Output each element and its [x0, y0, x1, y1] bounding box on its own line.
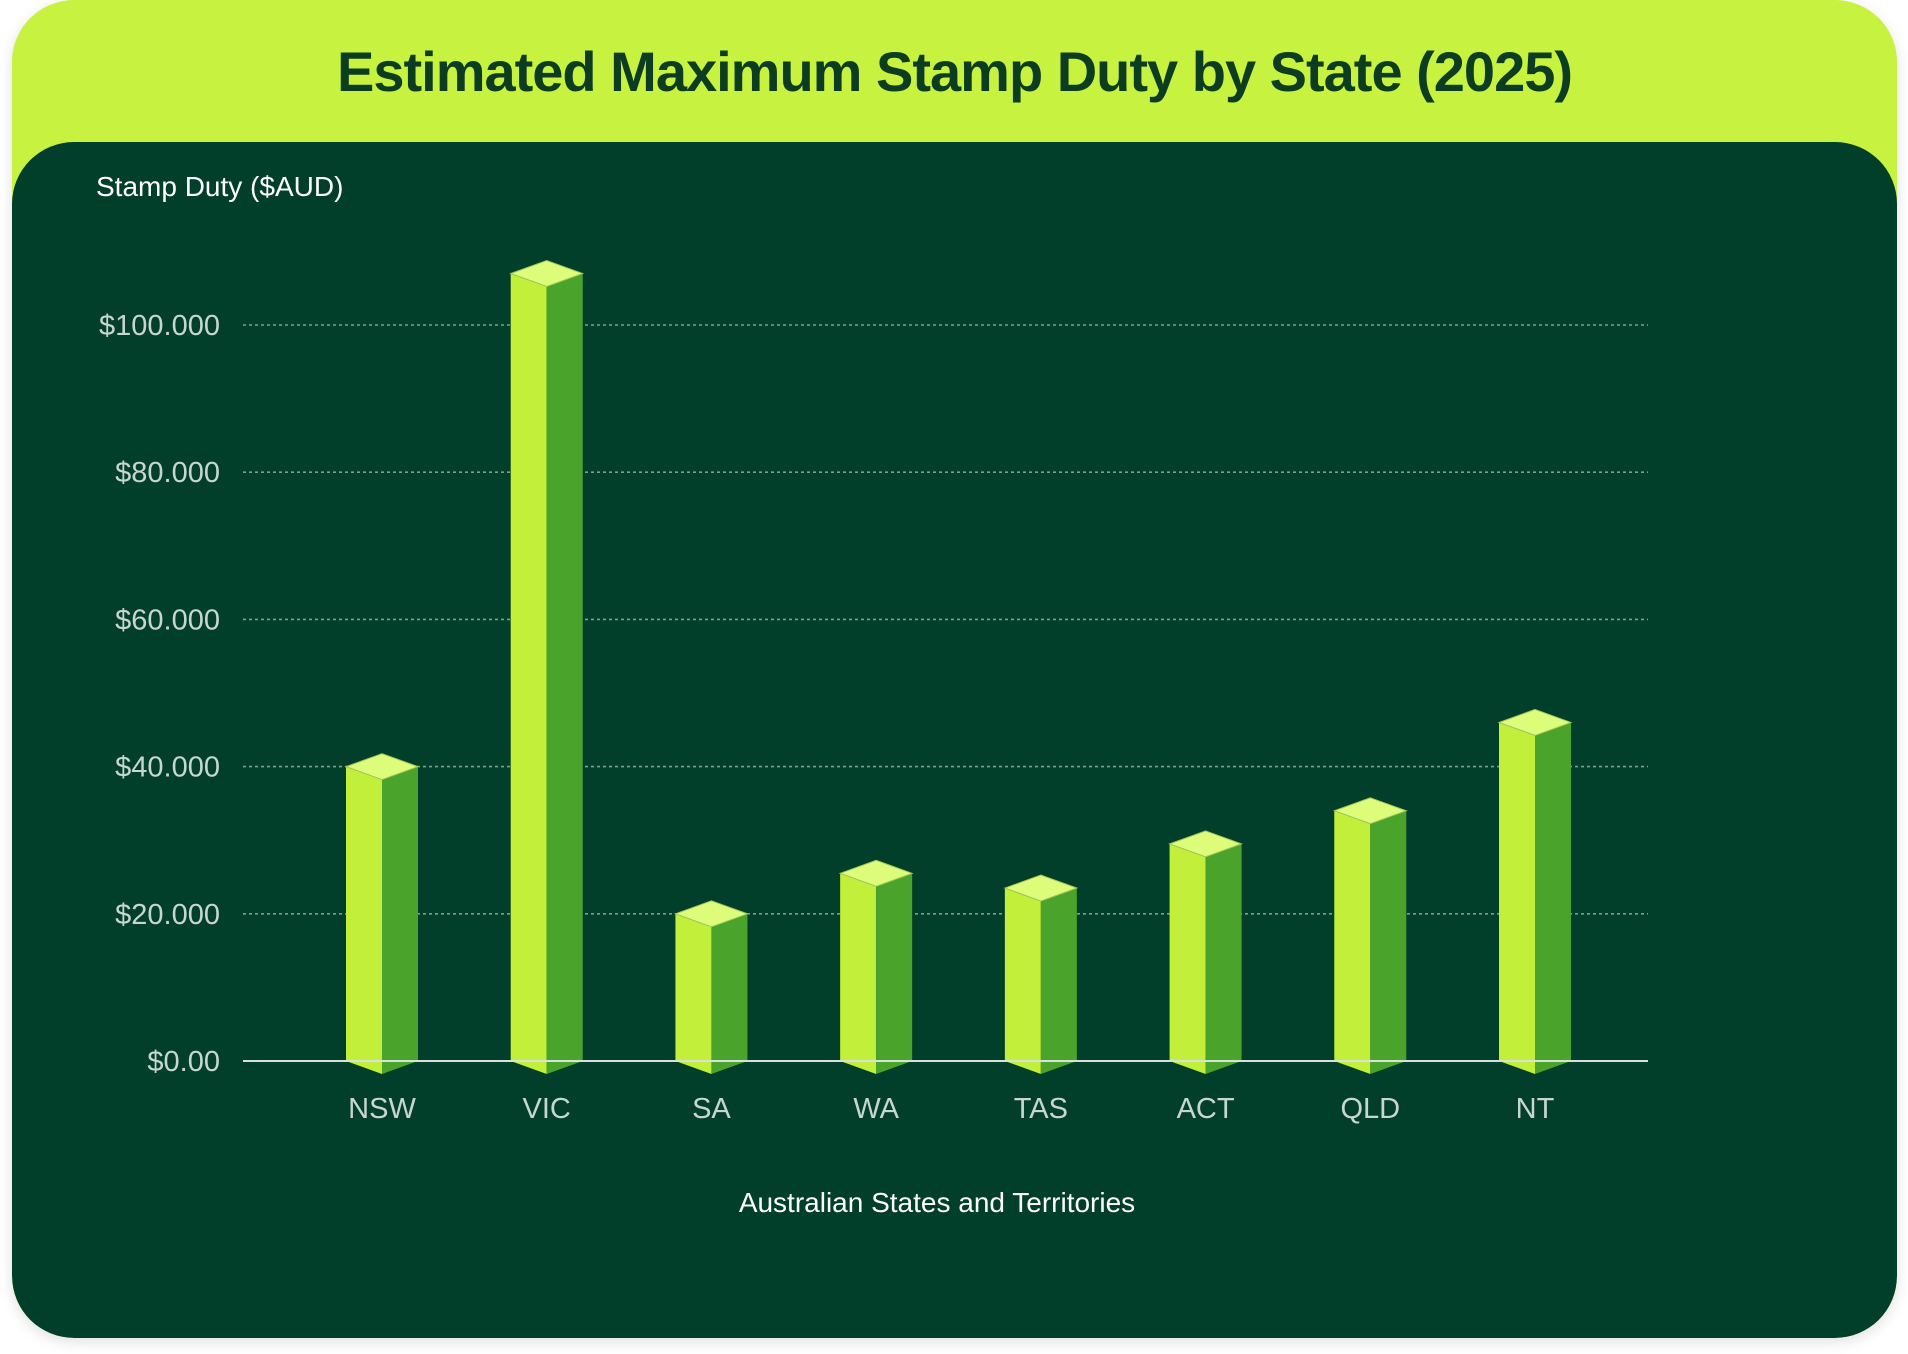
- bar-side-face: [1205, 843, 1242, 1074]
- chart-title: Estimated Maximum Stamp Duty by State (2…: [336, 39, 1573, 103]
- bar-front-face: [1169, 843, 1206, 1074]
- y-tick-label: $20.000: [115, 899, 220, 931]
- y-tick-label: $60.000: [115, 604, 220, 636]
- bar-qld: [1332, 797, 1408, 1074]
- chart-panel: [12, 142, 1897, 1338]
- bar-side-face: [876, 873, 913, 1074]
- bar-side-face: [546, 273, 583, 1075]
- bar-side-face: [1040, 888, 1077, 1074]
- bar-side-face: [382, 766, 418, 1074]
- x-tick-labels: NSW VIC SA WA TAS ACT QLD NT: [348, 1093, 1554, 1125]
- y-tick-label: $100.000: [99, 310, 220, 342]
- x-axis-label: Australian States and Territories: [739, 1187, 1135, 1218]
- y-axis-label: Stamp Duty ($AUD): [96, 171, 343, 202]
- y-tick-label: $0.00: [147, 1046, 220, 1078]
- bar-front-face: [346, 766, 382, 1074]
- bar-wa: [838, 859, 914, 1074]
- bar-front-face: [1334, 810, 1371, 1074]
- bar-top-face: [1332, 797, 1408, 825]
- bar-front-face: [510, 273, 547, 1075]
- bar-top-face: [673, 900, 749, 928]
- bar-front-face: [675, 913, 712, 1074]
- bars: [344, 259, 1573, 1075]
- x-tick-label: TAS: [1014, 1093, 1068, 1125]
- bar-nt: [1497, 708, 1573, 1074]
- bar-tas: [1003, 874, 1079, 1074]
- bar-side-face: [711, 913, 748, 1074]
- bar-nsw: [344, 753, 420, 1074]
- bar-sa: [673, 900, 749, 1074]
- y-tick-label: $80.000: [115, 457, 220, 489]
- bar-top-face: [1497, 708, 1573, 736]
- x-tick-label: NT: [1516, 1093, 1555, 1125]
- x-tick-label: VIC: [523, 1093, 571, 1125]
- bar-chart: $0.00 $20.000 $40.000 $60.000 $80.000 $100.00…: [96, 171, 1648, 1218]
- bar-side-face: [1535, 722, 1571, 1074]
- x-tick-label: ACT: [1177, 1093, 1235, 1125]
- bar-top-face: [1168, 830, 1244, 858]
- bar-top-face: [344, 753, 420, 781]
- y-tick-label: $40.000: [115, 752, 220, 784]
- bar-act: [1168, 830, 1244, 1074]
- x-tick-label: QLD: [1340, 1093, 1400, 1125]
- x-tick-label: SA: [692, 1093, 731, 1125]
- bar-top-face: [1003, 874, 1079, 902]
- bar-front-face: [1499, 722, 1535, 1074]
- bar-top-face: [509, 259, 585, 288]
- bar-side-face: [1370, 810, 1407, 1074]
- x-tick-label: NSW: [348, 1093, 416, 1125]
- bar-vic: [509, 259, 585, 1075]
- bar-front-face: [840, 873, 877, 1074]
- gridlines: [243, 324, 1648, 915]
- bar-top-face: [838, 859, 914, 887]
- y-tick-labels: $0.00 $20.000 $40.000 $60.000 $80.000 $100.00…: [99, 310, 220, 1078]
- chart-card: Estimated Maximum Stamp Duty by State (2…: [12, 0, 1897, 1338]
- x-tick-label: WA: [853, 1093, 899, 1125]
- bar-front-face: [1004, 888, 1041, 1074]
